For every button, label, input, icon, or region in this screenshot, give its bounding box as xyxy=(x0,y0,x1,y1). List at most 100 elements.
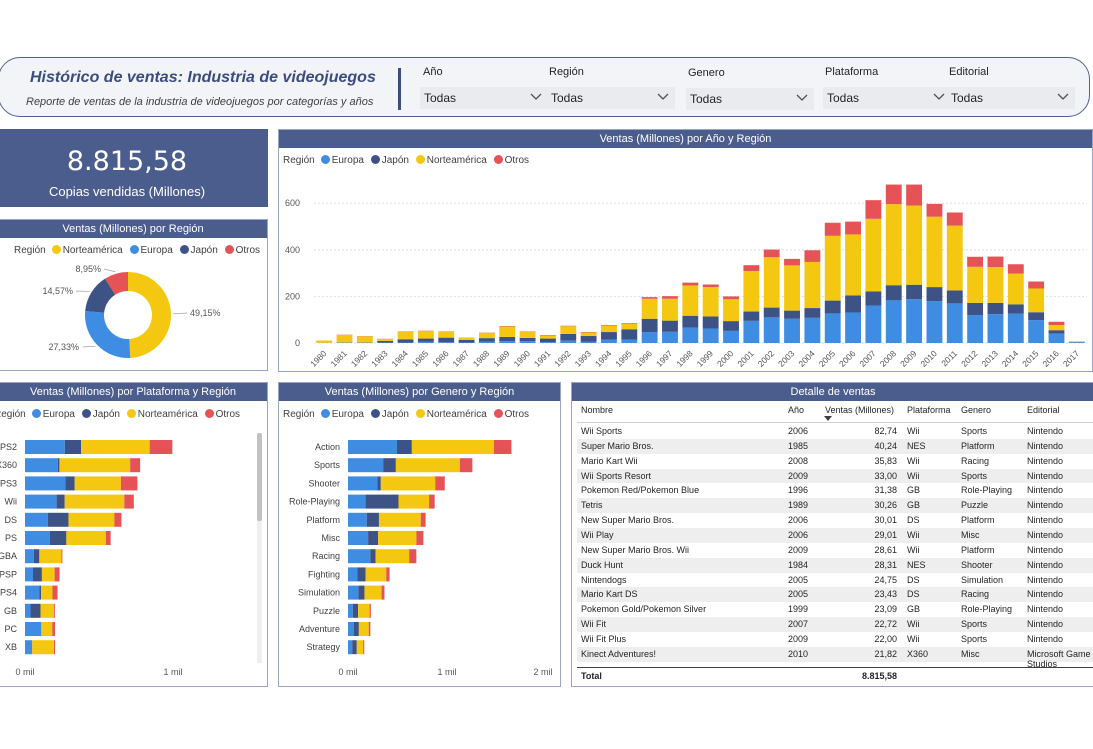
bar-segment[interactable] xyxy=(397,339,414,343)
bar-segment[interactable] xyxy=(130,458,141,473)
bar-segment[interactable] xyxy=(348,512,367,527)
bar-segment[interactable] xyxy=(560,340,577,343)
bar-segment[interactable] xyxy=(438,337,455,343)
filter-region-dropdown[interactable]: Todas xyxy=(547,87,675,109)
bar-segment[interactable] xyxy=(25,603,31,618)
bar-segment[interactable] xyxy=(885,300,902,343)
bar-segment[interactable] xyxy=(74,476,121,491)
bar-segment[interactable] xyxy=(52,622,56,636)
bar-segment[interactable] xyxy=(352,640,357,655)
bar-segment[interactable] xyxy=(365,567,387,582)
bar-segment[interactable] xyxy=(519,332,536,338)
bar-segment[interactable] xyxy=(763,249,780,258)
bar-segment[interactable] xyxy=(47,512,69,527)
bar-segment[interactable] xyxy=(845,234,861,296)
bar-segment[interactable] xyxy=(1007,313,1024,343)
bar-segment[interactable] xyxy=(580,332,597,337)
bar-segment[interactable] xyxy=(1007,264,1024,274)
bar-segment[interactable] xyxy=(40,603,54,618)
table-row[interactable]: New Super Mario Bros. Wii 2009 28,61 Wii Pla… xyxy=(577,542,1093,558)
bar-segment[interactable] xyxy=(804,308,821,318)
filter-publisher-dropdown[interactable]: Todas xyxy=(947,87,1075,109)
table-row[interactable]: Wii Fit Plus 2009 22,00 Wii Sports Nintendo xyxy=(577,631,1093,647)
bar-segment[interactable] xyxy=(357,567,366,582)
table-row[interactable]: Mario Kart Wii 2008 35,83 Wii Racing Nintendo xyxy=(577,453,1093,469)
bar-segment[interactable] xyxy=(1048,321,1065,326)
bar-segment[interactable] xyxy=(1048,325,1065,331)
bar-segment[interactable] xyxy=(381,585,385,600)
bar-segment[interactable] xyxy=(365,494,399,509)
bar-segment[interactable] xyxy=(458,339,475,343)
bar-segment[interactable] xyxy=(885,184,902,205)
bar-segment[interactable] xyxy=(64,440,82,454)
bar-segment[interactable] xyxy=(39,549,62,564)
bar-segment[interactable] xyxy=(662,296,678,299)
bar-segment[interactable] xyxy=(682,285,699,316)
bar-segment[interactable] xyxy=(348,440,397,454)
bar-segment[interactable] xyxy=(1048,330,1065,334)
bar-segment[interactable] xyxy=(49,531,67,545)
bar-segment[interactable] xyxy=(499,341,516,343)
bar-segment[interactable] xyxy=(124,494,134,509)
bar-segment[interactable] xyxy=(1007,273,1024,305)
bar-segment[interactable] xyxy=(865,305,882,343)
table-row[interactable]: Pokemon Red/Pokemon Blue 1996 31,38 GB Role-… xyxy=(577,483,1093,499)
bar-segment[interactable] xyxy=(378,512,421,527)
bar-segment[interactable] xyxy=(784,310,800,319)
bar-segment[interactable] xyxy=(52,585,58,600)
bar-segment[interactable] xyxy=(409,549,417,564)
bar-segment[interactable] xyxy=(416,531,424,545)
bar-segment[interactable] xyxy=(377,339,394,341)
bar-segment[interactable] xyxy=(458,337,475,340)
bar-segment[interactable] xyxy=(824,222,841,236)
bar-segment[interactable] xyxy=(66,531,106,545)
filter-platform-dropdown[interactable]: Todas xyxy=(823,87,951,109)
bar-segment[interactable] xyxy=(621,329,638,340)
bar-segment[interactable] xyxy=(967,256,984,267)
filter-year-dropdown[interactable]: Todas xyxy=(420,87,548,109)
bar-segment[interactable] xyxy=(366,512,379,527)
bar-segment[interactable] xyxy=(316,340,333,343)
bar-segment[interactable] xyxy=(580,341,597,343)
column-header-genre[interactable]: Genero xyxy=(961,405,992,415)
bar-segment[interactable] xyxy=(25,512,48,527)
bar-segment[interactable] xyxy=(356,336,373,343)
bar-segment[interactable] xyxy=(348,640,353,655)
bar-segment[interactable] xyxy=(398,494,430,509)
bar-segment[interactable] xyxy=(723,299,739,322)
bar-segment[interactable] xyxy=(601,325,617,333)
bar-segment[interactable] xyxy=(57,458,60,473)
table-row[interactable]: Mario Kart DS 2005 23,43 DS Racing Nintendo xyxy=(577,587,1093,603)
bar-segment[interactable] xyxy=(641,318,658,333)
bar-segment[interactable] xyxy=(946,290,963,304)
bar-segment[interactable] xyxy=(682,327,699,343)
bar-segment[interactable] xyxy=(967,315,984,343)
bar-segment[interactable] xyxy=(363,640,365,655)
bar-segment[interactable] xyxy=(369,603,371,618)
bar-segment[interactable] xyxy=(417,341,434,343)
bar-segment[interactable] xyxy=(1028,312,1045,321)
bar-segment[interactable] xyxy=(540,338,556,343)
bar-segment[interactable] xyxy=(906,299,923,343)
column-header-sales[interactable]: Ventas (Millones) xyxy=(825,405,895,415)
column-header-year[interactable]: Año xyxy=(788,405,805,415)
bar-segment[interactable] xyxy=(478,338,495,342)
bar-segment[interactable] xyxy=(41,622,53,636)
table-row[interactable]: Wii Play 2006 29,01 Wii Misc Nintendo xyxy=(577,527,1093,543)
bar-segment[interactable] xyxy=(348,549,371,564)
donut-slice[interactable] xyxy=(128,272,171,358)
bar-segment[interactable] xyxy=(368,622,371,636)
bar-segment[interactable] xyxy=(641,332,658,343)
bar-segment[interactable] xyxy=(804,317,821,343)
bar-segment[interactable] xyxy=(885,204,902,286)
bar-segment[interactable] xyxy=(68,512,115,527)
bar-segment[interactable] xyxy=(926,287,943,302)
bar-segment[interactable] xyxy=(784,318,800,343)
bar-segment[interactable] xyxy=(967,266,984,303)
scrollbar-thumb[interactable] xyxy=(257,433,262,521)
bar-segment[interactable] xyxy=(743,320,760,343)
bar-segment[interactable] xyxy=(845,295,861,313)
bar-segment[interactable] xyxy=(865,291,882,306)
bar-segment[interactable] xyxy=(420,512,426,527)
bar-segment[interactable] xyxy=(824,235,841,301)
